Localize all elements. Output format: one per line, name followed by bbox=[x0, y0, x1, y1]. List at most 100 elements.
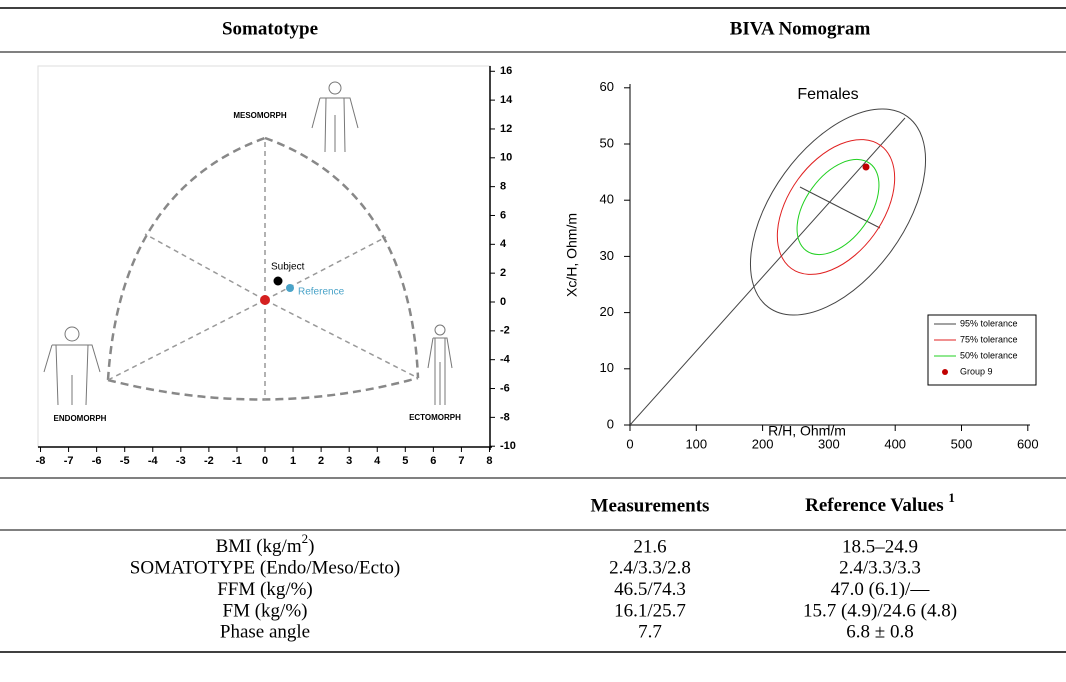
tolerance-95 bbox=[749, 108, 927, 316]
reference-point bbox=[286, 284, 294, 292]
x-tick-label: 7 bbox=[458, 455, 464, 467]
superscript: 2 bbox=[302, 531, 309, 546]
subject-label: Subject bbox=[271, 262, 305, 273]
outline-curve bbox=[107, 376, 419, 401]
x-tick-label: 300 bbox=[818, 436, 840, 451]
tolerance-50 bbox=[796, 158, 880, 256]
x-tick-label: 5 bbox=[402, 455, 408, 467]
body-icon bbox=[311, 81, 359, 153]
x-tick-label: -3 bbox=[176, 455, 186, 467]
table-cell: FM (kg/%) bbox=[223, 600, 308, 621]
axis-line bbox=[144, 233, 266, 301]
reference-label: Reference bbox=[298, 287, 345, 298]
somatochart: Subject Reference MESOMORPH ENDOMORPH EC… bbox=[36, 65, 516, 467]
table-cell: 21.6 bbox=[633, 536, 666, 557]
y-tick-label: 16 bbox=[500, 65, 512, 77]
x-tick-label: 500 bbox=[951, 436, 973, 451]
y-tick-label: 60 bbox=[600, 79, 614, 94]
plot-frame bbox=[37, 65, 491, 448]
axis-line bbox=[264, 299, 419, 379]
y-axis-label: Xc/H, Ohm/m bbox=[564, 213, 580, 297]
axis-line bbox=[107, 299, 266, 381]
cell-text: Reference Values bbox=[805, 495, 948, 516]
table-cell: 7.7 bbox=[638, 622, 662, 643]
table-cell: 2.4/3.3/2.8 bbox=[609, 558, 691, 579]
x-tick-label: 0 bbox=[626, 436, 633, 451]
legend-label: Group 9 bbox=[960, 366, 993, 376]
y-tick-label: 2 bbox=[500, 267, 506, 279]
y-tick-label: 8 bbox=[500, 181, 506, 193]
y-tick-label: 6 bbox=[500, 209, 506, 221]
x-tick-label: 0 bbox=[262, 455, 268, 467]
table-cell: Phase angle bbox=[220, 622, 310, 643]
legend-swatch bbox=[942, 369, 948, 375]
y-tick-label: 40 bbox=[600, 192, 614, 207]
cell-text: ) bbox=[308, 536, 314, 557]
x-tick-label: -6 bbox=[92, 455, 102, 467]
table-cell: 6.8 ± 0.8 bbox=[846, 622, 913, 643]
legend-label: 95% tolerance bbox=[960, 318, 1018, 328]
x-tick-label: -5 bbox=[120, 455, 130, 467]
y-tick-label: 0 bbox=[500, 296, 506, 308]
body-icon bbox=[43, 326, 101, 406]
x-tick-label: -8 bbox=[36, 455, 46, 467]
y-tick-label: 10 bbox=[500, 152, 512, 164]
x-tick-label: -2 bbox=[204, 455, 214, 467]
x-tick-label: -7 bbox=[64, 455, 74, 467]
endomorph-label: ENDOMORPH bbox=[54, 414, 107, 423]
biva-nomogram: Females Xc/H, Ohm/m R/H, Ohm/m 0 10 20 30 40… bbox=[564, 79, 1039, 451]
x-tick-label: 3 bbox=[346, 455, 352, 467]
table-cell: 47.0 (6.1)/— bbox=[831, 579, 931, 600]
y-tick-label: -10 bbox=[500, 440, 516, 452]
column-header: Somatotype bbox=[222, 18, 318, 39]
table-cell: 18.5–24.9 bbox=[842, 536, 918, 557]
legend-label: 75% tolerance bbox=[960, 334, 1018, 344]
x-tick-label: 2 bbox=[318, 455, 324, 467]
x-tick-label: 600 bbox=[1017, 436, 1039, 451]
y-tick-label: 20 bbox=[600, 304, 614, 319]
plot-title: Females bbox=[797, 86, 858, 103]
mesomorph-label: MESOMORPH bbox=[233, 111, 287, 120]
table-cell: FFM (kg/%) bbox=[217, 579, 313, 600]
y-tick-label: 10 bbox=[600, 360, 614, 375]
y-tick-label: 30 bbox=[600, 248, 614, 263]
legend-label: 50% tolerance bbox=[960, 350, 1018, 360]
y-tick-label: -6 bbox=[500, 382, 510, 394]
y-tick-label: 14 bbox=[500, 94, 513, 106]
x-tick-label: 4 bbox=[374, 455, 381, 467]
y-tick-label: -8 bbox=[500, 411, 510, 423]
table-cell: SOMATOTYPE (Endo/Meso/Ecto) bbox=[130, 558, 400, 579]
outline-curve bbox=[264, 136, 420, 379]
column-header: Measurements bbox=[591, 495, 710, 516]
x-tick-label: 6 bbox=[430, 455, 436, 467]
x-tick-label: -4 bbox=[148, 455, 159, 467]
axis-line bbox=[264, 236, 387, 301]
table-cell: 16.1/25.7 bbox=[614, 600, 686, 621]
y-tick-label: 0 bbox=[607, 416, 614, 431]
y-tick-label: 4 bbox=[500, 238, 507, 250]
origin-point bbox=[260, 295, 270, 305]
x-tick-label: 400 bbox=[884, 436, 906, 451]
tolerance-75 bbox=[776, 139, 896, 275]
group-point bbox=[862, 163, 870, 171]
table-cell: BMI (kg/m2) bbox=[216, 531, 315, 557]
column-header: BIVA Nomogram bbox=[730, 18, 871, 39]
x-axis-label: R/H, Ohm/m bbox=[768, 423, 846, 439]
somatotype-outline bbox=[106, 136, 420, 401]
cell-text: BMI (kg/m bbox=[216, 536, 302, 557]
body-icon bbox=[427, 324, 453, 405]
ectomorph-label: ECTOMORPH bbox=[409, 413, 461, 422]
x-tick-label: 200 bbox=[752, 436, 774, 451]
table-cell: 46.5/74.3 bbox=[614, 579, 686, 600]
y-tick-label: 50 bbox=[600, 135, 614, 150]
x-tick-label: -1 bbox=[232, 455, 242, 467]
table-cell: 2.4/3.3/3.3 bbox=[839, 558, 921, 579]
outline-curve bbox=[106, 136, 266, 381]
table-cell: 15.7 (4.9)/24.6 (4.8) bbox=[803, 600, 957, 621]
x-tick-label: 1 bbox=[290, 455, 296, 467]
x-tick-label: 8 bbox=[486, 455, 492, 467]
major-axis bbox=[629, 117, 906, 426]
subject-point bbox=[273, 276, 283, 286]
y-tick-label: -2 bbox=[500, 325, 510, 337]
